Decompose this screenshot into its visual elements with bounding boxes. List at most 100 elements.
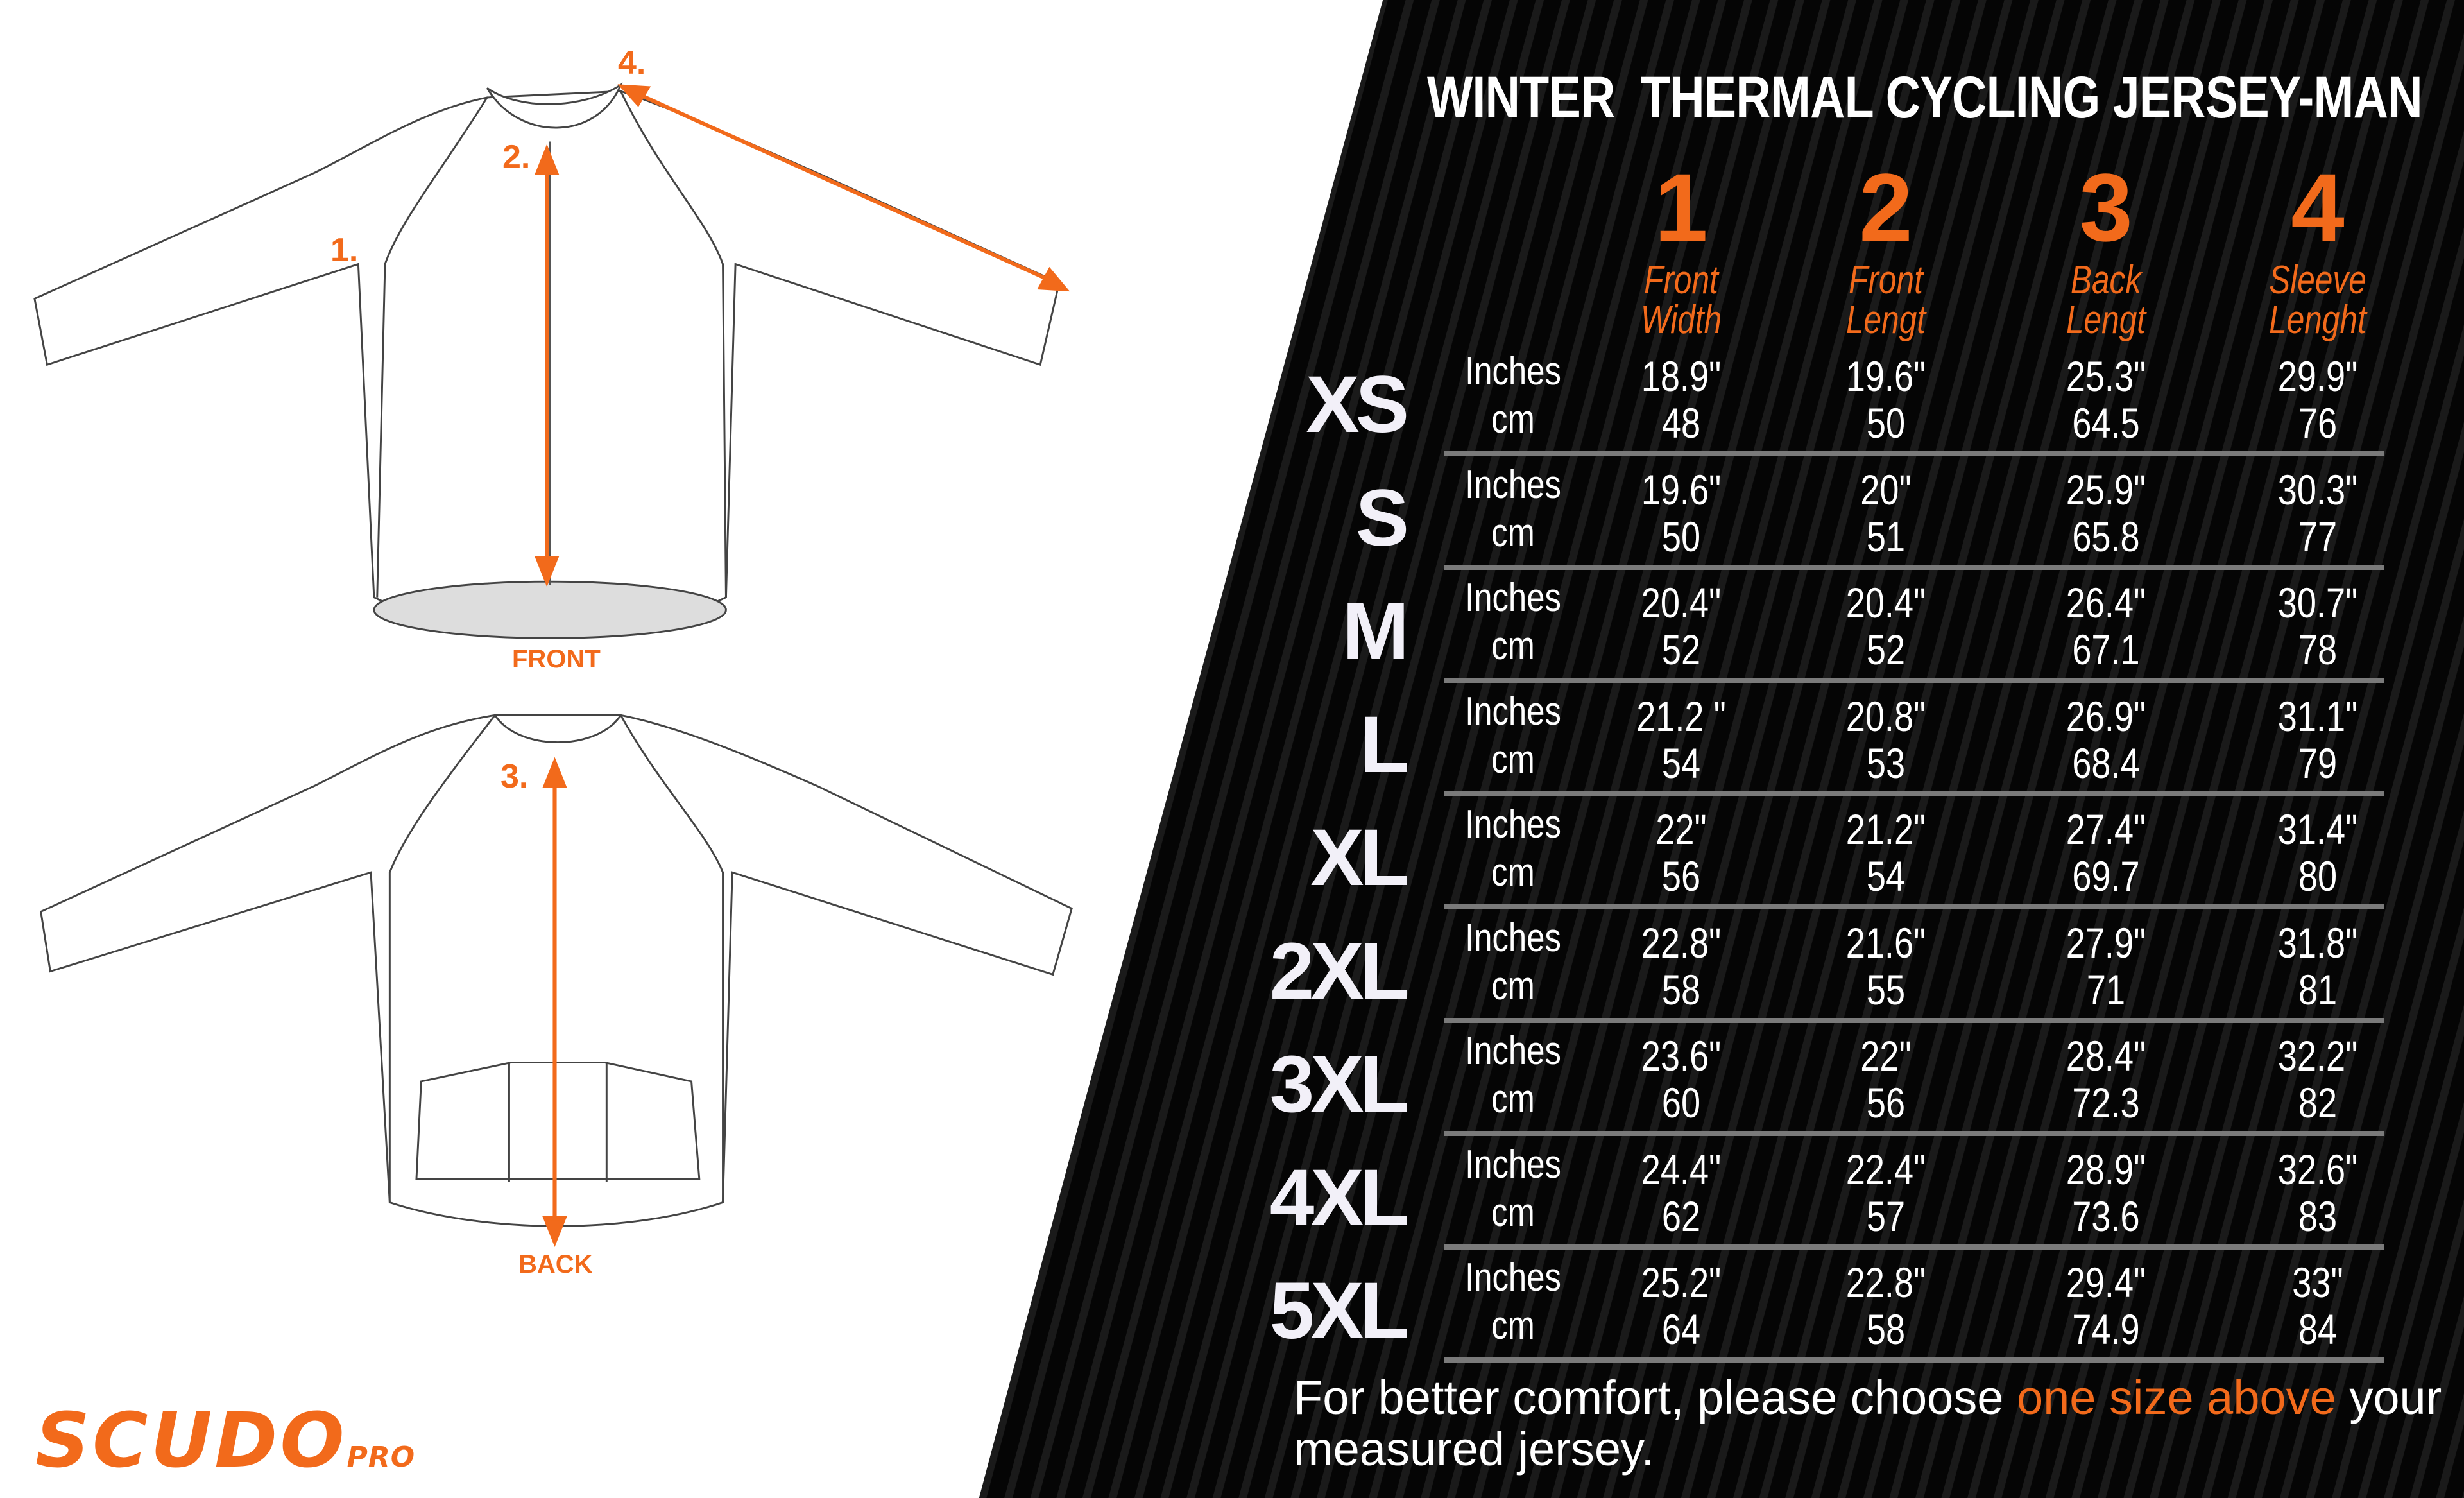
row-divider [1444,678,2384,683]
column-label-line: Front [1849,258,1923,302]
column-label-line: Front [1644,258,1718,302]
comfort-note: For better comfort, please choose one si… [1294,1372,2449,1475]
inches-value: 20.8" [1845,692,1926,740]
cm-value: 52 [1661,626,1701,673]
unit-cm: cm [1491,850,1535,895]
unit-cm: cm [1491,963,1535,1008]
row-divider [1444,451,2384,456]
inches-value: 20.4" [1641,579,1722,626]
column-number: 1 [1654,153,1708,261]
inches-value: 27.9" [2066,918,2146,967]
cm-value: 51 [1866,512,1906,560]
cm-value: 74.9 [2072,1305,2140,1353]
column-label-line: Lengt [2066,298,2146,342]
cm-value: 58 [1661,965,1701,1013]
cm-value: 76 [2298,399,2338,447]
column-label-line: Lengt [1845,298,1926,342]
cm-value: 50 [1866,399,1906,447]
cm-value: 65.8 [2072,512,2140,560]
inches-value: 26.4" [2066,579,2146,626]
column-number: 2 [1859,153,1913,261]
inches-value: 18.9" [1641,352,1722,400]
inches-value: 22" [1656,805,1707,853]
inches-value: 29.9" [2277,352,2358,400]
note-highlight: one size above [2016,1371,2336,1424]
cm-value: 57 [1866,1192,1906,1240]
dark-panel [977,0,2464,1498]
row-divider [1444,904,2384,909]
size-label: M [1342,587,1409,676]
cm-value: 73.6 [2072,1192,2140,1240]
unit-inches: Inches [1465,689,1561,734]
cm-value: 54 [1866,852,1906,900]
column-label: Front Width [1604,261,1758,340]
row-divider [1444,1357,2384,1363]
cm-value: 55 [1866,965,1906,1013]
cm-value: 84 [2298,1305,2338,1353]
cm-value: 68.4 [2072,739,2140,787]
unit-cm: cm [1491,510,1535,555]
inches-value: 31.4" [2277,805,2358,853]
unit-inches: Inches [1465,576,1561,620]
inches-value: 25.3" [2066,352,2146,400]
cm-value: 71 [2086,965,2126,1013]
inches-value: 19.6" [1845,352,1926,400]
unit-inches: Inches [1465,462,1561,507]
measurement-arrows [535,84,1070,1247]
row-divider [1444,1244,2384,1250]
column-label-line: Back [2070,258,2142,302]
unit-inches: Inches [1465,802,1561,847]
cm-value: 60 [1661,1079,1701,1126]
column-label: Front Lengt [1809,261,1963,340]
note-text-end: your measured jersey. [1294,1371,2442,1476]
unit-cm: cm [1491,397,1535,442]
note-text: For better comfort, please choose [1294,1371,2017,1424]
cm-value: 80 [2298,852,2338,900]
inches-value: 21.6" [1845,918,1926,967]
column-header: 3 Back Lengt [2010,159,2202,340]
inches-value: 22.8" [1641,918,1722,967]
size-label: S [1355,473,1409,563]
scudo-pro-logo: SCUDOPRO [35,1396,415,1485]
marker-1: 1. [330,232,359,269]
inches-value: 32.2" [2277,1032,2358,1080]
marker-3: 3. [501,758,529,795]
cm-value: 56 [1661,852,1701,900]
cm-value: 67.1 [2072,626,2140,673]
size-label: XS [1306,360,1409,449]
size-label: XL [1310,813,1409,902]
inches-value: 21.2" [1845,805,1926,853]
column-header: 1 Front Width [1585,159,1777,340]
cm-value: 50 [1661,512,1701,560]
inches-value: 19.6" [1641,465,1722,513]
column-number: 3 [2079,153,2133,261]
cm-value: 82 [2298,1079,2338,1126]
unit-inches: Inches [1465,349,1561,393]
inches-value: 21.2 " [1636,692,1726,740]
inches-value: 33" [2292,1259,2343,1306]
column-number: 4 [2291,153,2345,261]
cm-value: 72.3 [2072,1079,2140,1126]
size-label: L [1360,700,1409,789]
size-label: 3XL [1269,1040,1409,1129]
unit-inches: Inches [1465,1029,1561,1073]
row-divider [1444,1017,2384,1023]
inches-value: 20.4" [1845,579,1926,626]
inches-value: 20" [1860,465,1912,513]
cm-value: 81 [2298,965,2338,1013]
column-label-line: Width [1640,298,1722,342]
cm-value: 64 [1661,1305,1701,1353]
inches-value: 30.7" [2277,579,2358,626]
inches-value: 25.9" [2066,465,2146,513]
cm-value: 69.7 [2072,852,2140,900]
unit-cm: cm [1491,1190,1535,1235]
inches-value: 22.8" [1845,1259,1926,1306]
inches-value: 23.6" [1641,1032,1722,1080]
logo-name: SCUDO [35,1396,347,1485]
column-label-line: Sleeve [2269,258,2366,302]
cm-value: 48 [1661,399,1701,447]
cm-value: 62 [1661,1192,1701,1240]
cm-value: 52 [1866,626,1906,673]
edge-stripes [946,0,1378,1498]
